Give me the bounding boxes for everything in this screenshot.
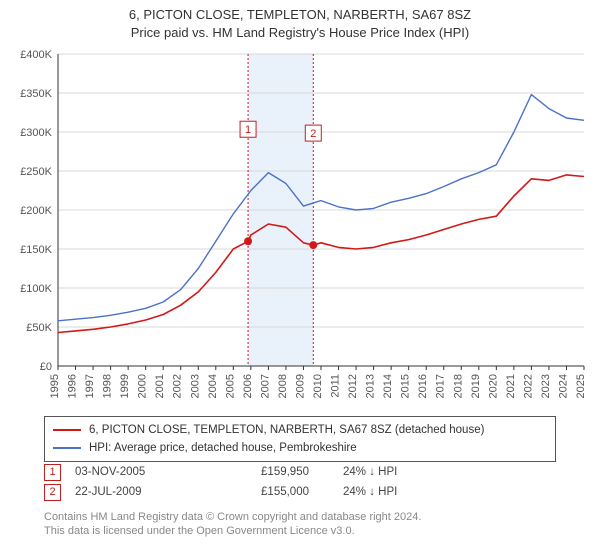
title-line2: Price paid vs. HM Land Registry's House …	[0, 24, 600, 42]
svg-text:2021: 2021	[505, 374, 517, 398]
svg-text:2006: 2006	[242, 374, 254, 398]
svg-text:2013: 2013	[365, 374, 377, 398]
svg-text:£150K: £150K	[20, 244, 52, 256]
svg-text:2018: 2018	[452, 374, 464, 398]
footer-line1: Contains HM Land Registry data © Crown c…	[44, 510, 421, 524]
svg-text:2016: 2016	[417, 374, 429, 398]
svg-text:2020: 2020	[487, 374, 499, 398]
svg-text:2012: 2012	[347, 374, 359, 398]
sale-date: 22-JUL-2009	[75, 486, 195, 498]
table-row: 1 03-NOV-2005 £159,950 24% ↓ HPI	[44, 462, 556, 482]
svg-text:2003: 2003	[189, 374, 201, 398]
title-block: 6, PICTON CLOSE, TEMPLETON, NARBERTH, SA…	[0, 0, 600, 41]
legend-row: 6, PICTON CLOSE, TEMPLETON, NARBERTH, SA…	[53, 421, 547, 439]
svg-text:2010: 2010	[312, 374, 324, 398]
sale-delta: 24% ↓ HPI	[343, 486, 463, 498]
svg-text:2017: 2017	[435, 374, 447, 398]
sale-delta: 24% ↓ HPI	[343, 466, 463, 478]
legend-swatch-hpi	[53, 447, 81, 449]
svg-text:1997: 1997	[84, 374, 96, 398]
table-row: 2 22-JUL-2009 £155,000 24% ↓ HPI	[44, 482, 556, 502]
sale-marker-box: 2	[44, 484, 61, 501]
chart-area: £0 £50K £100K £150K £200K £250K £300K £350K £400…	[8, 48, 592, 408]
svg-text:£0: £0	[40, 361, 52, 373]
legend-row: HPI: Average price, detached house, Pemb…	[53, 439, 547, 457]
svg-text:£50K: £50K	[26, 322, 52, 334]
svg-text:2000: 2000	[137, 374, 149, 398]
footer-line2: This data is licensed under the Open Gov…	[44, 524, 421, 538]
svg-text:2011: 2011	[330, 374, 342, 398]
svg-text:2025: 2025	[575, 374, 587, 398]
attribution-footer: Contains HM Land Registry data © Crown c…	[44, 510, 421, 539]
svg-text:1999: 1999	[119, 374, 131, 398]
svg-text:2002: 2002	[172, 374, 184, 398]
svg-text:2007: 2007	[259, 374, 271, 398]
title-line1: 6, PICTON CLOSE, TEMPLETON, NARBERTH, SA…	[0, 6, 600, 24]
svg-text:1998: 1998	[102, 374, 114, 398]
svg-text:£300K: £300K	[20, 127, 52, 139]
sales-table: 1 03-NOV-2005 £159,950 24% ↓ HPI 2 22-JU…	[44, 462, 556, 502]
legend-label-property: 6, PICTON CLOSE, TEMPLETON, NARBERTH, SA…	[89, 424, 484, 436]
svg-text:2: 2	[310, 128, 316, 140]
svg-text:1: 1	[245, 124, 251, 136]
svg-text:£100K: £100K	[20, 283, 52, 295]
svg-text:2001: 2001	[154, 374, 166, 398]
svg-text:2004: 2004	[207, 374, 219, 398]
svg-text:1996: 1996	[67, 374, 79, 398]
svg-text:2022: 2022	[522, 374, 534, 398]
svg-text:2023: 2023	[540, 374, 552, 398]
line-chart-svg: £0 £50K £100K £150K £200K £250K £300K £350K £400…	[8, 48, 592, 408]
svg-text:2008: 2008	[277, 374, 289, 398]
svg-text:2019: 2019	[470, 374, 482, 398]
sale-price: £159,950	[209, 466, 329, 478]
svg-text:1995: 1995	[49, 374, 61, 398]
svg-text:£350K: £350K	[20, 88, 52, 100]
svg-text:£200K: £200K	[20, 205, 52, 217]
legend-swatch-property	[53, 429, 81, 431]
sale-price: £155,000	[209, 486, 329, 498]
svg-text:2014: 2014	[382, 374, 394, 398]
svg-text:2024: 2024	[557, 374, 569, 398]
svg-text:2005: 2005	[224, 374, 236, 398]
svg-text:2009: 2009	[294, 374, 306, 398]
svg-text:£250K: £250K	[20, 166, 52, 178]
svg-text:£400K: £400K	[20, 49, 52, 61]
legend: 6, PICTON CLOSE, TEMPLETON, NARBERTH, SA…	[44, 416, 556, 462]
chart-container: 6, PICTON CLOSE, TEMPLETON, NARBERTH, SA…	[0, 0, 600, 560]
legend-label-hpi: HPI: Average price, detached house, Pemb…	[89, 442, 357, 454]
svg-text:2015: 2015	[400, 374, 412, 398]
sale-marker-box: 1	[44, 464, 61, 481]
sale-date: 03-NOV-2005	[75, 466, 195, 478]
